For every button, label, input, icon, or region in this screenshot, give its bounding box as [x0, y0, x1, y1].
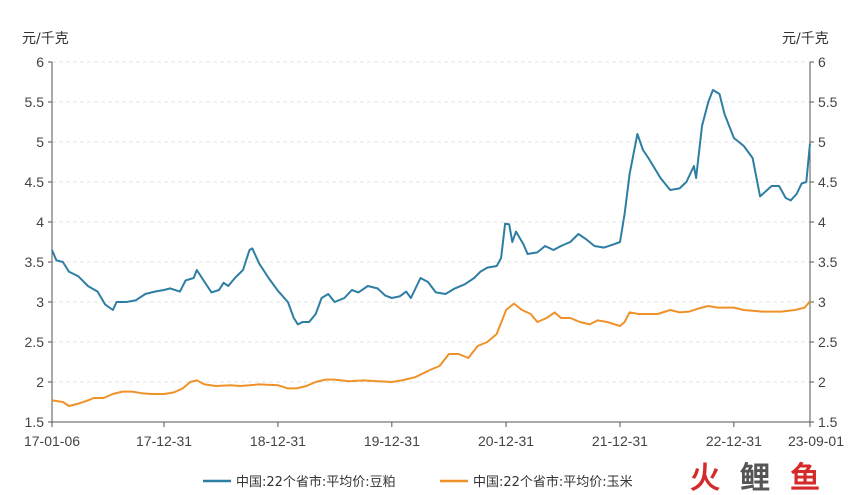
x-tick-label: 17-12-31: [136, 433, 192, 449]
axes: [48, 61, 814, 427]
x-tick-labels: 17-01-06 17-12-31 18-12-31 19-12-31 20-12-31…: [24, 433, 844, 449]
gridlines: [52, 61, 810, 383]
x-tick-label: 21-12-31: [592, 433, 648, 449]
left-y-tick-label: 4: [36, 214, 44, 230]
x-tick-label: 22-12-31: [706, 433, 762, 449]
watermark-char-3: 鱼: [790, 461, 820, 495]
right-y-tick-label: 2: [818, 374, 826, 390]
left-y-tick-label: 2: [36, 374, 44, 390]
right-y-tick-label: 6: [818, 54, 826, 70]
legend-label-corn: 中国:22个省市:平均价:玉米: [473, 474, 633, 490]
watermark-char-2: 鲤: [740, 461, 770, 495]
series-lines: [51, 89, 811, 407]
right-y-tick-label: 4: [818, 214, 826, 230]
series-line-corn: [51, 300, 811, 407]
left-y-tick-label: 2.5: [25, 334, 45, 350]
series-line-soybean-meal: [51, 89, 811, 326]
left-y-tick-label: 3: [36, 294, 44, 310]
right-y-tick-labels: 6 5.5 5 4.5 4 3.5 3 2.5 2 1.5: [818, 54, 838, 430]
legend-item-corn[interactable]: 中国:22个省市:平均价:玉米: [440, 474, 633, 490]
left-y-tick-label: 5.5: [25, 94, 45, 110]
legend-item-soybean-meal[interactable]: 中国:22个省市:平均价:豆粕: [203, 474, 396, 490]
left-y-tick-label: 4.5: [25, 174, 45, 190]
right-y-tick-label: 3.5: [818, 254, 838, 270]
right-unit-label: 元/千克: [782, 31, 829, 47]
x-tick-label: 17-01-06: [24, 433, 80, 449]
right-y-tick-label: 1.5: [818, 414, 838, 430]
right-y-tick-label: 2.5: [818, 334, 838, 350]
watermark-char-1: 火: [690, 461, 720, 495]
right-y-tick-label: 5: [818, 134, 826, 150]
left-y-tick-label: 6: [36, 54, 44, 70]
left-y-tick-labels: 6 5.5 5 4.5 4 3.5 3 2.5 2 1.5: [25, 54, 45, 430]
x-tick-label: 18-12-31: [250, 433, 306, 449]
right-y-tick-label: 5.5: [818, 94, 838, 110]
right-y-tick-label: 4.5: [818, 174, 838, 190]
left-y-tick-label: 3.5: [25, 254, 45, 270]
legend: 中国:22个省市:平均价:豆粕 中国:22个省市:平均价:玉米: [203, 474, 633, 490]
legend-label-soybean-meal: 中国:22个省市:平均价:豆粕: [236, 474, 396, 490]
watermark-logo: 火 鲤 鱼: [690, 461, 820, 495]
left-y-tick-label: 5: [36, 134, 44, 150]
x-tick-label: 20-12-31: [478, 433, 534, 449]
x-tick-label: 23-09-01: [788, 433, 844, 449]
left-unit-label: 元/千克: [22, 31, 69, 47]
left-y-tick-label: 1.5: [25, 414, 45, 430]
right-y-tick-label: 3: [818, 294, 826, 310]
x-tick-label: 19-12-31: [364, 433, 420, 449]
